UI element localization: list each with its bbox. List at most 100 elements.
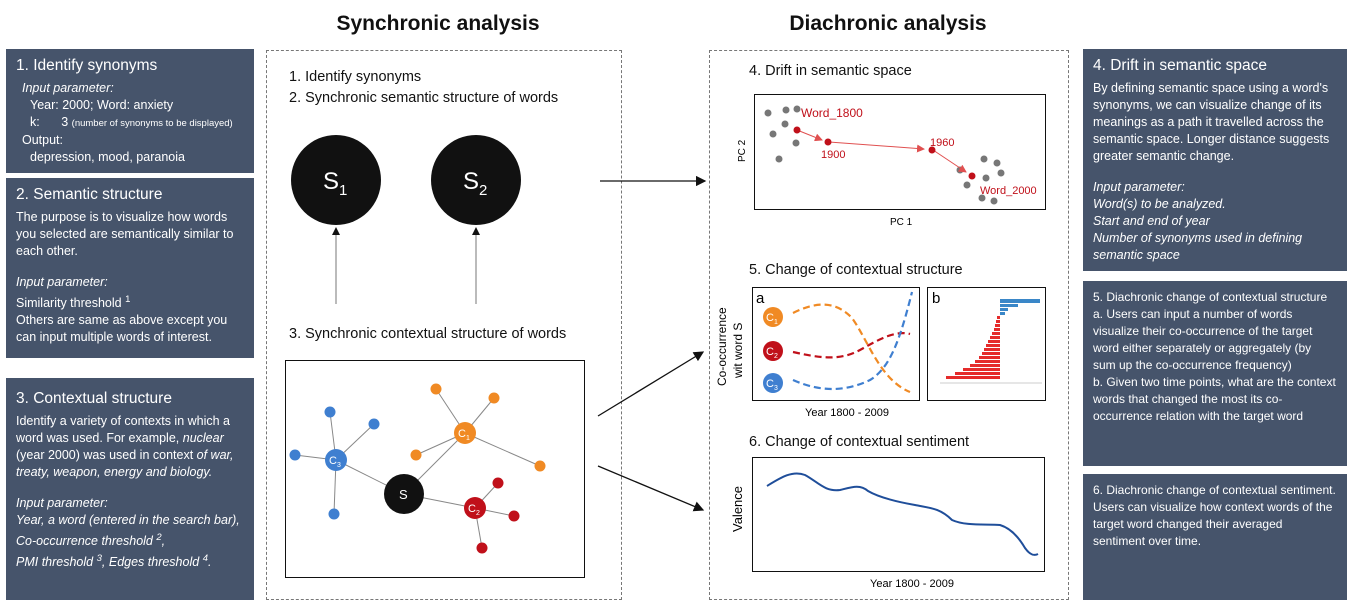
input-parameter-label: Input parameter: [1093,180,1185,194]
drift-point-2000 [968,172,976,180]
step-contextual-structure: 3. Synchronic contextual structure of wo… [289,326,567,342]
s1-node [291,135,381,225]
card-body: Identify a variety of contexts in which … [16,414,230,445]
footnote-marker: 1 [125,294,131,305]
c2-legend-node [763,341,783,361]
threshold-label: Similarity threshold [16,296,122,311]
card-title: 3. Contextual structure [16,390,172,407]
footnote-marker: 3 [96,553,102,565]
orange-leaf-node [488,392,500,404]
c3-node [325,449,347,471]
k-value: 3 [61,115,69,129]
axis-year-range: Year 1800 - 2009 [805,407,889,419]
drift-path [796,129,967,173]
synchronic-heading: Synchronic analysis [336,12,540,35]
c2-legend-subscript: 2 [774,353,778,360]
c2-legend-label: C [766,346,774,358]
valence-line [766,472,1039,556]
footnote-marker: 4 [202,553,208,565]
card-title: 6. Diachronic change of contextual senti… [1093,483,1336,497]
c3-legend-label: C [766,378,774,390]
panel-a-label: a [756,290,765,307]
red-leaf-node [476,542,488,554]
drift-points [764,105,1005,205]
synchronic-container [266,50,622,600]
card-title: 2. Semantic structure [16,186,163,203]
c1-legend-node [763,307,783,327]
panel-b-label: b [932,290,940,307]
card-semantic-structure: 2. Semantic structure The purpose is to … [6,178,254,358]
card-title: 4. Drift in semantic space [1093,57,1268,74]
example-word: nuclear [182,431,224,445]
svg-text:S1: S1 [323,168,347,199]
step-identify-synonyms: 1. Identify synonyms [289,69,422,85]
input-parameter-label: Input parameter: [16,496,108,510]
card-item-a: a. Users can input a number of words vis… [1093,307,1313,372]
axis-year-range-2: Year 1800 - 2009 [870,578,954,590]
card-body: The purpose is to visualize how words yo… [16,210,234,258]
card-drift-semantic-space: 4. Drift in semantic space By defining s… [1083,49,1347,271]
k-note: (number of synonyms to be displayed) [71,118,233,129]
axis-cooccurrence-line1: Co-occurrence [715,307,729,386]
s2-label: S [463,168,479,195]
axis-pc1: PC 1 [890,217,913,228]
card-body: By defining semantic space using a word'… [1093,81,1330,163]
axis-valence: Valence [730,486,745,532]
svg-text:C3: C3 [329,455,341,469]
step-change-sentiment: 6. Change of contextual sentiment [749,434,970,450]
card-title: 1. Identify synonyms [16,57,158,74]
c3-legend-subscript: 3 [774,385,778,392]
card-diachronic-sentiment: 6. Diachronic change of contextual senti… [1083,474,1347,600]
card-contextual-structure: 3. Contextual structure Identify a varie… [6,378,254,600]
diverging-bars [946,299,1040,379]
c1-label: C [458,428,466,440]
c1-node [454,422,476,444]
red-series-line [792,332,911,359]
card-diachronic-contextual-structure: 5. Diachronic change of contextual struc… [1083,281,1347,466]
label-word-2000: Word_2000 [980,185,1037,197]
card-body: Users can visualize how context words of… [1093,500,1333,548]
s-node [384,474,424,514]
label-1900: 1900 [821,149,845,161]
svg-text:S2: S2 [463,168,487,199]
c2-node [464,497,486,519]
svg-text:C2: C2 [766,346,778,360]
label-word-1800: Word_1800 [801,106,863,120]
c2-label: C [468,503,476,515]
c2-subscript: 2 [476,510,480,517]
drift-point-1900 [824,138,832,146]
orange-leaf-node [430,383,442,395]
sentiment-panel [752,457,1045,572]
c1-legend-label: C [766,312,774,324]
orange-leaf-node [410,449,422,461]
c1-legend-subscript: 1 [774,319,778,326]
blue-leaf-node [328,508,340,520]
s1-label: S [323,168,339,195]
drift-point-1800 [793,126,801,134]
card-identify-synonyms: 1. Identify synonyms Input parameter: Ye… [6,49,254,173]
svg-text:C1: C1 [766,312,778,326]
diachronic-heading: Diachronic analysis [789,12,987,35]
c3-subscript: 3 [337,462,341,469]
card-body-mid: (year 2000) was used in context [16,448,197,462]
param-years: Start and end of year [1093,214,1210,228]
axis-cooccurrence-line2: wit word S [731,323,745,379]
blue-leaf-node [289,449,301,461]
diachronic-container [709,50,1069,600]
step-drift: 4. Drift in semantic space [749,63,912,79]
drift-point-1960 [928,146,936,154]
input-parameter-label: Input parameter: [22,81,114,95]
step-change-context: 5. Change of contextual structure [749,262,963,278]
card-note: Others are same as above except you can … [16,313,228,345]
k-label: k: [30,115,40,129]
c3-label: C [329,455,337,467]
s1-subscript: 1 [339,182,347,199]
card-item-b: b. Given two time points, what are the c… [1093,375,1336,423]
footnote-marker: 2 [156,532,162,543]
param-synonyms: Number of synonyms used in defining sema… [1093,231,1303,262]
param-year-word: Year, a word (entered in the search bar)… [16,513,240,527]
example-contexts: of war, treaty, weapon, energy and biolo… [16,448,234,479]
param-pmi: PMI threshold [16,555,94,570]
step-semantic-structure: 2. Synchronic semantic structure of word… [289,90,559,106]
